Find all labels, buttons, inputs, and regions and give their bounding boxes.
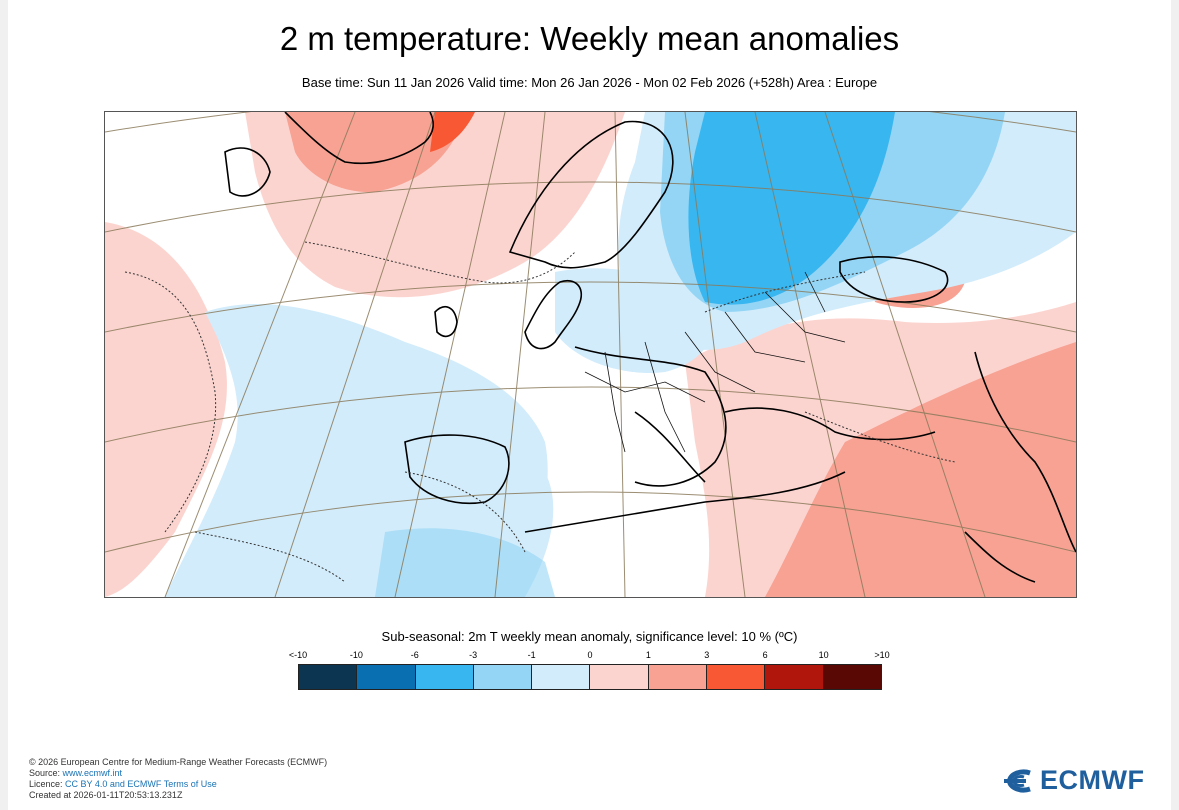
- legend-tick-label: -10: [349, 650, 363, 660]
- legend-color-box: [590, 664, 649, 690]
- legend-color-box: [648, 664, 708, 690]
- footer-licence-link[interactable]: CC BY 4.0 and ECMWF Terms of Use: [65, 779, 217, 789]
- legend-tick-label: 3: [704, 650, 710, 660]
- footer-source-label: Source:: [29, 768, 63, 778]
- significance-contours: [124, 241, 956, 583]
- legend-color-box: [707, 664, 766, 690]
- anomaly-area-greenland-strong: [430, 112, 475, 152]
- legend-title: Sub-seasonal: 2m T weekly mean anomaly, …: [381, 629, 798, 644]
- legend-color-box: [298, 664, 358, 690]
- map-subtitle: Base time: Sun 11 Jan 2026 Valid time: M…: [301, 75, 878, 90]
- anomaly-area-west-atlantic-warm: [105, 222, 227, 597]
- legend-tick-label: -1: [527, 650, 536, 660]
- map-canvas: [105, 112, 1076, 597]
- footer-source-link[interactable]: www.ecmwf.int: [62, 768, 123, 778]
- legend-tick-label: 6: [762, 650, 768, 660]
- footer-copyright: © 2026 European Centre for Medium-Range …: [29, 757, 328, 767]
- map-title: 2 m temperature: Weekly mean anomalies: [279, 20, 900, 57]
- anomaly-area-greenland-warm: [285, 112, 465, 193]
- footer-source: Source: www.ecmwf.int: [29, 768, 327, 779]
- footer-licence-label: Licence:: [29, 779, 66, 789]
- anomaly-area-north-africa-cool: [375, 528, 555, 597]
- ecmwf-logo-icon: [1004, 769, 1031, 792]
- footer: © 2026 European Centre for Medium-Range …: [29, 757, 327, 801]
- legend-tick-label: <-10: [288, 650, 308, 660]
- temperature-anomaly-map: [104, 111, 1077, 598]
- coastlines: [224, 112, 1076, 583]
- legend-tick-label: -6: [410, 650, 419, 660]
- legend-color-box: [473, 664, 533, 690]
- anomaly-area-russia-core: [720, 122, 845, 263]
- page: 2 m temperature: Weekly mean anomalies B…: [8, 0, 1171, 810]
- map-graticule: [105, 112, 1076, 597]
- legend-color-box: [823, 664, 882, 690]
- legend-color-box: [357, 664, 416, 690]
- legend-colorbar: [298, 664, 882, 690]
- country-borders: [584, 271, 846, 453]
- legend-color-box: [415, 664, 474, 690]
- legend-tick-label: 1: [645, 650, 651, 660]
- ecmwf-logo-text: ECMWF: [1040, 765, 1145, 795]
- legend-color-box: [765, 664, 824, 690]
- footer-created: Created at 2026-01-11T20:53:13.231Z: [29, 790, 183, 800]
- anomaly-area-middle-east-mid: [765, 342, 1076, 597]
- legend-tick-label: 10: [818, 650, 829, 660]
- footer-licence: Licence: CC BY 4.0 and ECMWF Terms of Us…: [29, 779, 327, 790]
- legend-ticks: <-10 -10 -6 -3 -1 0 1 3 6 10 >10: [289, 650, 890, 662]
- ecmwf-logo[interactable]: ECMWF: [1000, 765, 1144, 796]
- legend-tick-label: 0: [587, 650, 593, 660]
- legend-color-box: [532, 664, 591, 690]
- legend-tick-label: -3: [469, 650, 478, 660]
- legend-tick-label: >10: [874, 650, 890, 660]
